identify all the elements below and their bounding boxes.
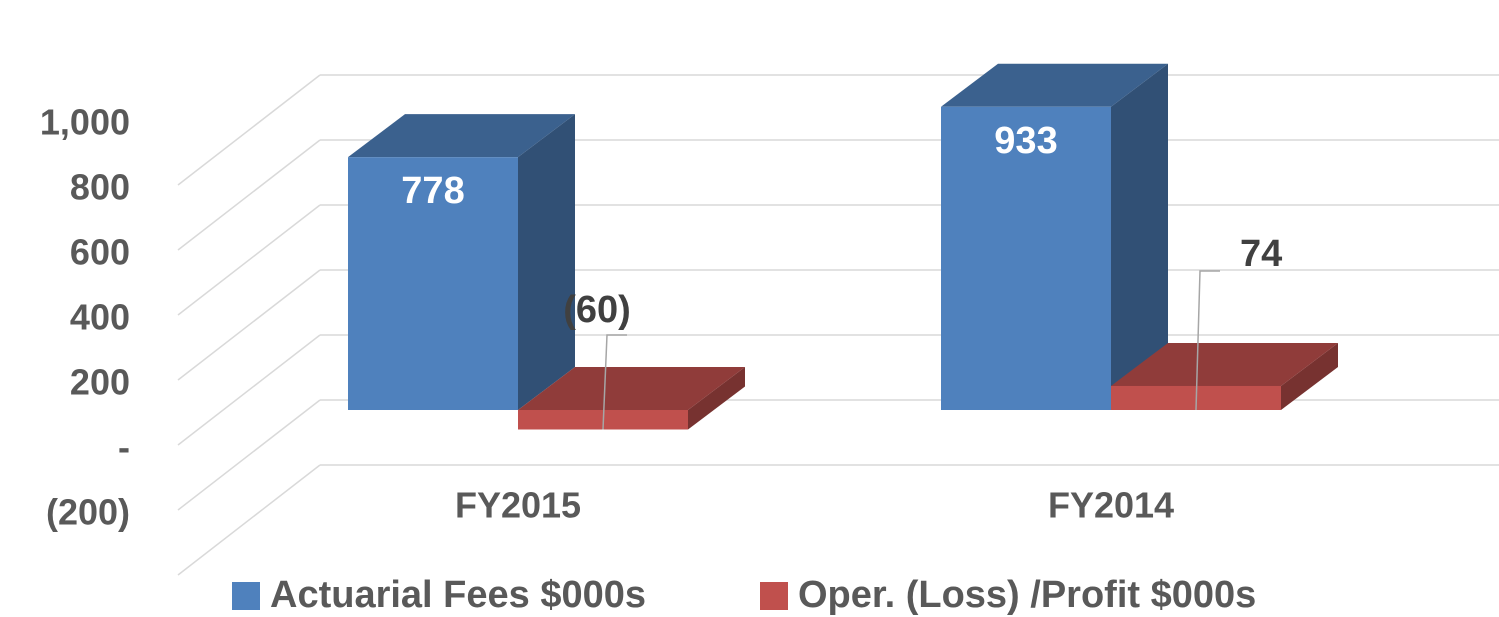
bar	[941, 63, 1168, 411]
bar-side	[1111, 63, 1168, 411]
y-tick-label: -	[118, 427, 130, 468]
grid-line	[177, 74, 321, 186]
bar-top	[518, 367, 745, 410]
grid-line	[177, 269, 321, 381]
bar-side	[688, 367, 745, 430]
grid-line	[177, 334, 321, 446]
bar	[1111, 342, 1338, 410]
legend-label: Oper. (Loss) /Profit $000s	[798, 574, 1256, 616]
data-label: 778	[401, 170, 464, 212]
bar-side	[518, 114, 575, 411]
bar-top	[348, 114, 575, 158]
bar-side	[1281, 342, 1338, 410]
bar	[348, 114, 575, 411]
bar-front	[348, 157, 518, 410]
bar	[518, 367, 745, 430]
x-tick-label: FY2015	[455, 485, 581, 526]
x-tick-label: FY2014	[1048, 485, 1174, 526]
leader-line	[1195, 270, 1220, 411]
leader-line	[602, 334, 627, 430]
grid-line	[177, 464, 321, 576]
y-tick-label: 200	[70, 362, 130, 403]
legend-swatch	[760, 582, 788, 610]
legend-label: Actuarial Fees $000s	[270, 574, 646, 616]
grid-line	[177, 399, 321, 511]
bar-front	[941, 106, 1111, 411]
grid-line	[177, 139, 321, 251]
data-label: 74	[1240, 233, 1282, 275]
y-tick-label: (200)	[46, 492, 130, 533]
grid-line	[177, 204, 321, 316]
bar-top	[941, 63, 1168, 107]
y-tick-label: 400	[70, 297, 130, 338]
data-label: (60)	[563, 289, 631, 331]
bar-top	[1111, 342, 1338, 386]
y-tick-label: 1,000	[40, 102, 130, 143]
y-tick-label: 600	[70, 232, 130, 273]
y-tick-label: 800	[70, 167, 130, 208]
legend-swatch	[232, 582, 260, 610]
data-label: 933	[994, 120, 1057, 162]
